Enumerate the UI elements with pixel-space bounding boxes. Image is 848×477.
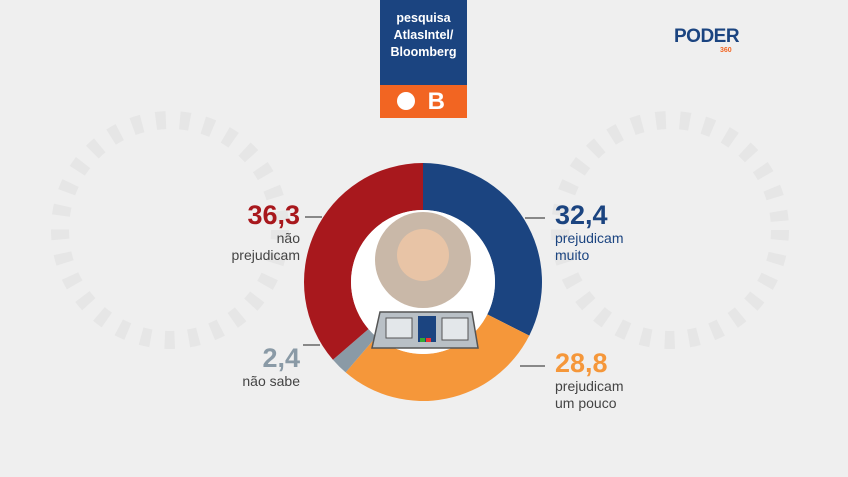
slice-label: 32,4 prejudicam muito bbox=[555, 200, 665, 264]
badge-icon bbox=[397, 92, 415, 110]
donut-segment bbox=[345, 314, 530, 401]
source-badge: B bbox=[380, 85, 467, 118]
photo-face bbox=[397, 229, 449, 281]
donut-segment bbox=[332, 329, 377, 373]
background-rays bbox=[51, 111, 789, 349]
category-label: prejudicam um pouco bbox=[555, 378, 624, 411]
source-box: pesquisa AtlasIntel/ Bloomberg bbox=[380, 0, 467, 85]
brand-logo: PODER bbox=[674, 26, 740, 47]
donut-segment bbox=[423, 163, 542, 336]
donut-segment bbox=[304, 163, 423, 360]
value-label: 2,4 bbox=[262, 343, 300, 373]
brand-logo-sub: 360 bbox=[720, 47, 732, 54]
slice-label: 28,8 prejudicam um pouco bbox=[555, 348, 665, 412]
category-label: não sabe bbox=[242, 373, 300, 389]
category-label: prejudicam muito bbox=[555, 230, 624, 263]
leader-lines bbox=[303, 216, 545, 367]
value-label: 36,3 bbox=[247, 200, 300, 230]
slice-label: 2,4 não sabe bbox=[190, 343, 300, 390]
category-label: não prejudicam bbox=[231, 230, 300, 263]
slice-label: 36,3 não prejudicam bbox=[190, 200, 300, 264]
voting-machine-icon bbox=[371, 311, 479, 349]
value-label: 28,8 bbox=[555, 348, 608, 378]
value-label: 32,4 bbox=[555, 200, 608, 230]
